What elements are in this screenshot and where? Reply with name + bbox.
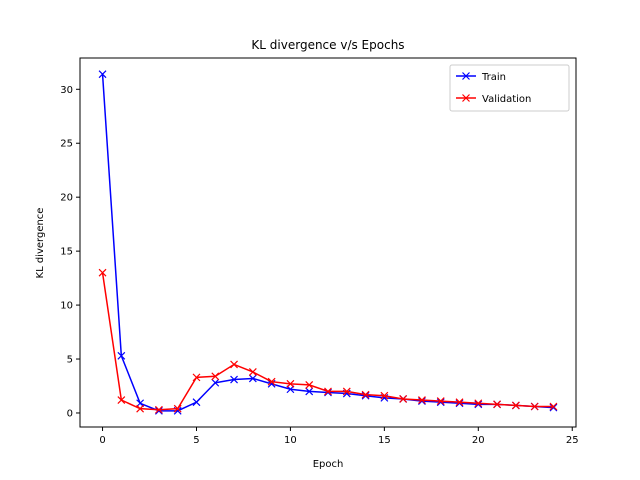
data-point: [361, 390, 370, 399]
data-point: [267, 377, 276, 386]
data-point: [380, 391, 389, 400]
x-tick-label: 25: [566, 435, 579, 446]
data-point: [305, 380, 314, 389]
data-point: [549, 403, 558, 412]
series-validation: [98, 268, 558, 414]
y-tick-label: 25: [60, 139, 73, 150]
chart-title: KL divergence v/s Epochs: [251, 38, 404, 52]
y-axis-label: KL divergence: [35, 208, 46, 279]
x-tick-label: 15: [378, 435, 391, 446]
data-point: [418, 396, 426, 404]
y-tick-label: 0: [67, 408, 73, 419]
data-point: [436, 398, 445, 407]
data-point: [474, 399, 483, 408]
x-tick-label: 20: [472, 435, 485, 446]
data-point: [474, 400, 483, 409]
data-point: [342, 387, 351, 396]
plot-frame: [79, 57, 577, 428]
data-point: [418, 397, 426, 406]
data-point: [493, 400, 502, 409]
legend-marker: [462, 72, 470, 80]
legend-label: Train: [481, 72, 506, 83]
data-point: [511, 401, 520, 410]
data-point: [192, 373, 201, 382]
data-point: [549, 402, 558, 411]
data-point: [211, 378, 220, 387]
data-point: [173, 404, 182, 413]
data-point: [154, 405, 163, 414]
data-point: [98, 268, 107, 277]
y-tick-label: 15: [60, 247, 73, 258]
legend-label: Validation: [482, 94, 531, 105]
data-point: [399, 395, 408, 403]
data-point: [211, 372, 220, 381]
data-point: [154, 406, 163, 415]
data-point: [455, 398, 464, 407]
data-point: [455, 399, 464, 408]
data-point: [286, 379, 295, 388]
data-point: [361, 391, 370, 400]
data-point: [192, 398, 201, 407]
data-point: [436, 397, 445, 406]
y-tick-label: 10: [60, 301, 73, 312]
data-point: [117, 396, 126, 404]
x-tick-label: 5: [193, 435, 199, 446]
legend: Train Validation: [449, 64, 570, 112]
plot-area: 0 5 10 15 20 25 0 5 10 15 20 25 30: [60, 57, 579, 446]
data-point: [305, 387, 314, 396]
data-point: [230, 360, 238, 369]
legend-box: [449, 64, 570, 112]
x-axis-label: Epoch: [313, 459, 344, 470]
data-point: [117, 351, 126, 360]
y-tick-label: 5: [67, 355, 73, 366]
x-tick-label: 0: [99, 435, 105, 446]
x-tick-label: 10: [284, 435, 297, 446]
data-point: [136, 404, 145, 413]
legend-marker: [462, 94, 470, 102]
data-point: [98, 70, 107, 79]
data-point: [230, 375, 238, 384]
data-point: [248, 374, 257, 383]
y-tick-label: 30: [60, 85, 73, 96]
data-point: [324, 387, 332, 396]
data-point: [248, 368, 257, 376]
y-tick-label: 20: [60, 193, 73, 204]
data-point: [530, 402, 539, 411]
